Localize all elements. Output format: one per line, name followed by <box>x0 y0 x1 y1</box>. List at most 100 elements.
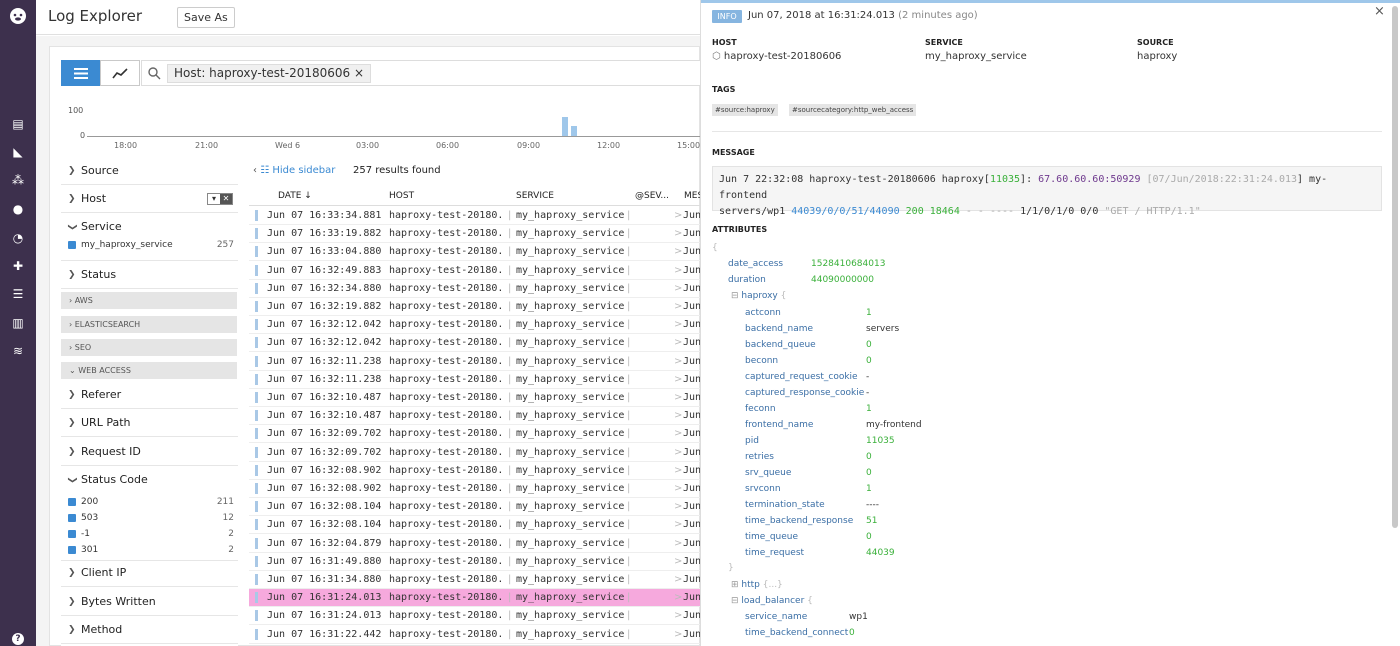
column-host[interactable]: HOST <box>389 191 415 201</box>
table-row[interactable]: Jun 07 16:33:34.881 haproxy-test-20180...… <box>249 207 700 225</box>
attr-value[interactable]: 0 <box>849 628 855 638</box>
attr-key[interactable]: frontend_name <box>745 420 814 430</box>
table-row[interactable]: Jun 07 16:31:22.442 haproxy-test-20180...… <box>249 626 700 644</box>
table-row[interactable]: Jun 07 16:31:34.880 haproxy-test-20180...… <box>249 571 700 589</box>
table-row[interactable]: Jun 07 16:32:08.104 haproxy-test-20180...… <box>249 516 700 535</box>
list-view-button[interactable] <box>61 60 101 86</box>
integrations-icon[interactable]: ✚ <box>12 259 24 273</box>
attr-key[interactable]: pid <box>745 436 759 446</box>
column-severity[interactable]: @SEV... <box>635 191 669 201</box>
table-row[interactable]: Jun 07 16:32:12.042 haproxy-test-20180...… <box>249 316 700 335</box>
metrics-icon[interactable]: ◣ <box>13 145 23 159</box>
attr-value[interactable]: my-frontend <box>866 420 922 430</box>
facet-host[interactable]: ❯ Host ▾ ✕ <box>61 188 238 213</box>
facet-referer[interactable]: ❯ Referer <box>61 384 238 409</box>
attr-value[interactable]: 1 <box>866 404 872 414</box>
attr-key[interactable]: backend_name <box>745 324 814 334</box>
attr-value[interactable]: ---- <box>866 500 879 510</box>
scrollbar[interactable] <box>1392 6 1398 528</box>
graph-view-button[interactable] <box>100 60 140 86</box>
table-row[interactable]: Jun 07 16:32:10.487 haproxy-test-20180...… <box>249 407 700 426</box>
attr-group-http[interactable]: ⊞ http {...} <box>731 580 783 590</box>
monitors-icon[interactable]: ● <box>12 202 24 216</box>
table-row[interactable]: Jun 07 16:31:24.013 haproxy-test-20180...… <box>249 607 700 626</box>
host-filter-chip[interactable]: Host: haproxy-test-20180606 × <box>167 64 372 83</box>
facet-status-code[interactable]: ❯ Status Code 200 211 503 12 -1 2 301 2 <box>61 469 238 561</box>
host-value[interactable]: ⬡ haproxy-test-20180606 <box>712 51 841 62</box>
table-row[interactable]: Jun 07 16:32:08.104 haproxy-test-20180...… <box>249 498 700 517</box>
table-row[interactable]: Jun 07 16:32:09.702 haproxy-test-20180...… <box>249 425 700 444</box>
table-row[interactable]: Jun 07 16:32:11.238 haproxy-test-20180...… <box>249 353 700 371</box>
table-row[interactable]: Jun 07 16:32:49.883 haproxy-test-20180...… <box>249 262 700 280</box>
facet-bytes-written[interactable]: ❯ Bytes Written <box>61 591 238 616</box>
facet-request-id[interactable]: ❯ Request ID <box>61 441 238 466</box>
attr-key[interactable]: backend_queue <box>745 340 816 350</box>
attr-key[interactable]: feconn <box>745 404 776 414</box>
checkbox-checked[interactable] <box>68 546 76 554</box>
attr-value[interactable]: wp1 <box>849 612 868 622</box>
attr-key[interactable]: service_name <box>745 612 808 622</box>
table-row[interactable]: Jun 07 16:31:49.880 haproxy-test-20180...… <box>249 553 700 571</box>
expand-icon[interactable]: ⊞ <box>731 580 739 590</box>
infrastructure-icon[interactable]: ⁂ <box>12 173 24 187</box>
facet-value-row[interactable]: 200 211 <box>68 495 238 509</box>
save-as-button[interactable]: Save As <box>177 7 235 28</box>
table-row[interactable]: Jun 07 16:32:11.238 haproxy-test-20180...… <box>249 371 700 389</box>
attr-key[interactable]: actconn <box>745 308 781 318</box>
source-value[interactable]: haproxy <box>1137 51 1178 62</box>
facet-group-web-access[interactable]: ⌄ WEB ACCESS <box>61 362 237 379</box>
logs-explorer-icon[interactable]: ≋ <box>12 344 24 358</box>
table-row[interactable]: Jun 07 16:32:04.879 haproxy-test-20180...… <box>249 535 700 553</box>
attr-value[interactable]: 51 <box>866 516 878 526</box>
dashboard-icon[interactable]: ▤ <box>12 117 24 131</box>
attr-value[interactable]: - <box>866 372 870 382</box>
help-icon[interactable]: ? <box>12 633 24 645</box>
table-row[interactable]: Jun 07 16:32:08.902 haproxy-test-20180...… <box>249 480 700 498</box>
facet-value-row[interactable]: 301 2 <box>68 543 238 557</box>
service-value[interactable]: my_haproxy_service <box>925 51 1027 62</box>
attr-value[interactable]: 1 <box>866 484 872 494</box>
attr-key[interactable]: beconn <box>745 356 779 366</box>
facet-value-row[interactable]: my_haproxy_service 257 <box>68 238 238 252</box>
table-row[interactable]: Jun 07 16:33:19.882 haproxy-test-20180...… <box>249 225 700 244</box>
table-row[interactable]: Jun 07 16:32:09.702 haproxy-test-20180...… <box>249 444 700 462</box>
filter-icon[interactable]: ▾ <box>211 194 216 203</box>
clear-filter-icon[interactable]: ✕ <box>220 194 232 204</box>
attr-value[interactable]: 0 <box>866 468 872 478</box>
column-date[interactable]: DATE ↓ <box>278 191 312 201</box>
attr-value[interactable]: 44090000000 <box>811 275 874 285</box>
attr-value[interactable]: 1 <box>866 308 872 318</box>
attr-key[interactable]: captured_request_cookie <box>745 372 858 382</box>
attr-value[interactable]: servers <box>866 324 900 334</box>
facet-filter-controls[interactable]: ▾ ✕ <box>207 193 233 205</box>
facet-method[interactable]: ❯ Method <box>61 619 238 644</box>
checkbox-checked[interactable] <box>68 498 76 506</box>
chip-close-icon[interactable]: × <box>354 66 365 80</box>
attr-key[interactable]: time_backend_connect <box>745 628 849 638</box>
attr-value[interactable]: 0 <box>866 452 872 462</box>
notebooks-icon[interactable]: ☰ <box>12 287 24 301</box>
checkbox-checked[interactable] <box>68 241 76 249</box>
attr-value[interactable]: - <box>866 388 870 398</box>
attr-key[interactable]: termination_state <box>745 500 825 510</box>
hide-sidebar-button[interactable]: ‹ ☷ Hide sidebar <box>253 165 335 176</box>
collapse-icon[interactable]: ⊟ <box>731 291 739 301</box>
facet-url-path[interactable]: ❯ URL Path <box>61 412 238 437</box>
collapse-icon[interactable]: ⊟ <box>731 596 739 606</box>
search-bar[interactable]: Host: haproxy-test-20180606 × <box>141 60 701 86</box>
attr-value[interactable]: 11035 <box>866 436 895 446</box>
attr-key[interactable]: time_request <box>745 548 805 558</box>
facet-group-aws[interactable]: › AWS <box>61 292 237 309</box>
checkbox-checked[interactable] <box>68 514 76 522</box>
table-row[interactable]: Jun 07 16:32:10.487 haproxy-test-20180...… <box>249 389 700 407</box>
facet-group-elasticsearch[interactable]: › ELASTICSEARCH <box>61 316 237 333</box>
apm-icon[interactable]: ◔ <box>12 231 24 245</box>
logs-icon[interactable]: ▥ <box>12 316 24 330</box>
tag-chip[interactable]: #sourcecategory:http_web_access <box>789 104 917 116</box>
attr-value[interactable]: 44039 <box>866 548 895 558</box>
attr-value[interactable]: 0 <box>866 340 872 350</box>
table-row[interactable]: Jun 07 16:32:08.902 haproxy-test-20180...… <box>249 462 700 480</box>
attr-key[interactable]: date_access <box>728 259 784 269</box>
attr-key[interactable]: srv_queue <box>745 468 792 478</box>
attr-group-load-balancer[interactable]: ⊟ load_balancer { <box>731 596 813 606</box>
